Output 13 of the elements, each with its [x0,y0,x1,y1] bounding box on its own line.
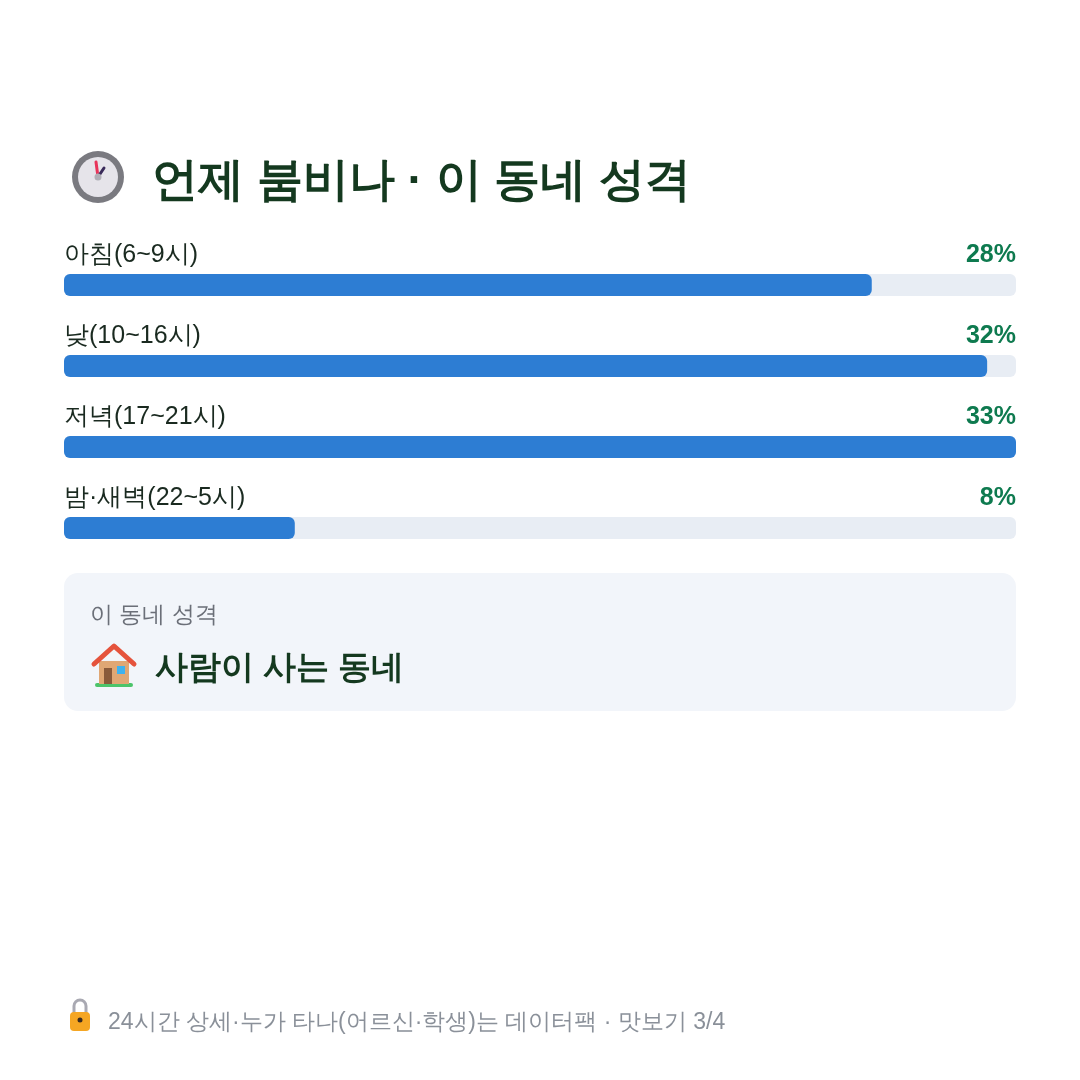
text: 사람이 사는 동네 [155,648,405,685]
text: 24시간 상세·누가 타나(어르신·학생)는 데이터팩 · 맛보기 3/4 [108,1008,726,1034]
y-tick-label: 낮(10~16시) [64,320,201,348]
chart-title: 언제 붐비나 · 이 동네 성격 [152,153,692,205]
y-tick-label: 밤·새벽(22~5시) [64,482,246,510]
y-tick-label: 아침(6~9시) [64,239,199,267]
data-label: 28% [965,239,1016,267]
text: 이 동네 성격 [90,601,218,627]
data-label: 8% [979,482,1016,510]
data-label: 33% [965,401,1016,429]
y-tick-label: 저녁(17~21시) [64,401,226,429]
bar [64,517,295,539]
data-label: 32% [965,320,1016,348]
